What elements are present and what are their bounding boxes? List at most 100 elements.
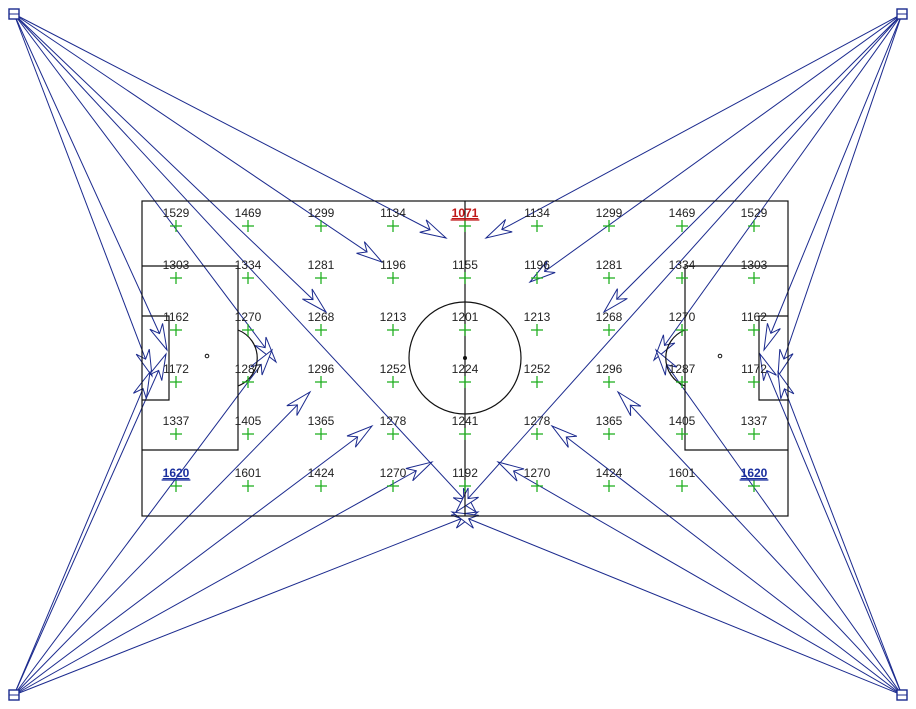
center-spot — [463, 356, 467, 360]
illuminance-value: 1303 — [163, 258, 190, 272]
illuminance-value: 1224 — [452, 362, 479, 376]
aiming-arrowhead — [777, 370, 795, 399]
illuminance-value: 1270 — [524, 466, 551, 480]
aiming-ray — [13, 13, 447, 239]
center-circle — [408, 301, 522, 415]
illuminance-value: 1405 — [235, 414, 262, 428]
aiming-arrowhead — [652, 334, 676, 362]
aiming-ray — [617, 391, 903, 696]
illuminance-value: 1278 — [380, 414, 407, 428]
aiming-rays — [13, 13, 903, 696]
aiming-arrowhead — [286, 390, 312, 416]
left-penalty-area — [142, 265, 239, 451]
left-penalty-spot — [204, 353, 210, 359]
max-illuminance-value: 1620 — [163, 466, 190, 480]
aiming-arrowhead — [254, 336, 278, 364]
illuminance-value: 1469 — [235, 206, 262, 220]
aiming-arrowhead — [454, 487, 479, 514]
illuminance-value: 1270 — [669, 310, 696, 324]
illuminance-value: 1601 — [669, 466, 696, 480]
aiming-arrowhead — [346, 424, 374, 448]
illuminance-value: 1162 — [741, 310, 767, 324]
aiming-arrowhead — [356, 241, 384, 264]
illuminance-value: 1196 — [380, 258, 406, 272]
aiming-arrowhead — [602, 288, 628, 314]
aiming-ray — [13, 391, 311, 696]
aiming-ray — [13, 13, 277, 363]
aiming-ray — [653, 13, 903, 361]
illuminance-value: 1365 — [596, 414, 623, 428]
illuminance-value: 1134 — [524, 206, 550, 220]
right-penalty-area — [684, 265, 788, 451]
illuminance-value: 1405 — [669, 414, 696, 428]
illuminance-value: 1529 — [163, 206, 190, 220]
aiming-arrowhead — [250, 348, 274, 376]
illuminance-value: 1424 — [596, 466, 623, 480]
illuminance-value: 1424 — [308, 466, 335, 480]
aiming-arrowhead — [484, 219, 513, 239]
illuminance-value: 1281 — [596, 258, 623, 272]
right-goal-area — [758, 315, 788, 401]
illuminance-value: 1268 — [596, 310, 623, 324]
illuminance-value: 1241 — [452, 414, 479, 428]
aiming-ray — [603, 13, 903, 313]
aiming-arrowhead — [149, 323, 168, 352]
aiming-arrowhead — [302, 288, 328, 314]
aiming-arrowhead — [550, 424, 578, 448]
illuminance-value: 1529 — [741, 206, 768, 220]
illuminance-value: 1601 — [235, 466, 262, 480]
aiming-arrowhead — [419, 219, 448, 239]
aiming-ray — [451, 511, 903, 696]
aiming-ray — [763, 13, 903, 351]
illuminance-value: 1162 — [163, 310, 189, 324]
illuminance-value: 1252 — [380, 362, 407, 376]
illuminance-value: 1155 — [452, 258, 478, 272]
aiming-ray — [455, 13, 903, 513]
aiming-ray — [529, 13, 903, 283]
illuminance-value: 1365 — [308, 414, 335, 428]
aiming-ray — [13, 461, 433, 696]
illuminance-value: 1270 — [235, 310, 262, 324]
min-illuminance-value: 1071 — [452, 206, 479, 220]
illuminance-value: 1287 — [235, 362, 262, 376]
aiming-ray — [13, 13, 327, 313]
aiming-ray — [13, 511, 479, 696]
illuminance-value: 1334 — [235, 258, 262, 272]
illuminance-value: 1201 — [452, 310, 479, 324]
aiming-arrowhead — [528, 260, 556, 284]
floodlight-mast-icon — [896, 689, 908, 701]
illuminance-value: 1296 — [596, 362, 623, 376]
aiming-arrowhead — [616, 390, 642, 416]
illuminance-value: 1172 — [741, 362, 767, 376]
illuminance-value: 1196 — [524, 258, 550, 272]
measurement-grid: 1529 1469 1299 1134 1071 1134 1299 1469 1529 1303… — [161, 206, 769, 492]
aiming-ray — [485, 13, 903, 239]
aiming-arrowhead — [759, 352, 777, 381]
floodlight-mast-icon — [8, 689, 20, 701]
aiming-arrowhead — [148, 352, 167, 381]
aiming-arrowhead — [405, 461, 434, 482]
illuminance-value: 1296 — [308, 362, 335, 376]
illuminance-value: 1270 — [380, 466, 407, 480]
illuminance-value: 1337 — [741, 414, 768, 428]
aiming-ray — [13, 13, 477, 513]
aiming-ray — [655, 349, 903, 696]
illuminance-value: 1334 — [669, 258, 696, 272]
illuminance-value: 1469 — [669, 206, 696, 220]
aiming-ray — [13, 13, 153, 377]
aiming-arrowhead — [496, 461, 525, 482]
aiming-ray — [13, 13, 383, 263]
illuminance-value: 1278 — [524, 414, 551, 428]
illuminance-value: 1281 — [308, 258, 335, 272]
aiming-ray — [13, 353, 167, 696]
aiming-ray — [551, 425, 903, 696]
right-penalty-spot — [717, 353, 723, 359]
illuminance-value: 1134 — [380, 206, 406, 220]
illuminance-value: 1303 — [741, 258, 768, 272]
aiming-ray — [759, 353, 903, 696]
illuminance-value: 1268 — [308, 310, 335, 324]
illuminance-value: 1213 — [524, 310, 551, 324]
illuminance-value: 1299 — [596, 206, 623, 220]
floodlight-mast-icon — [896, 8, 908, 20]
